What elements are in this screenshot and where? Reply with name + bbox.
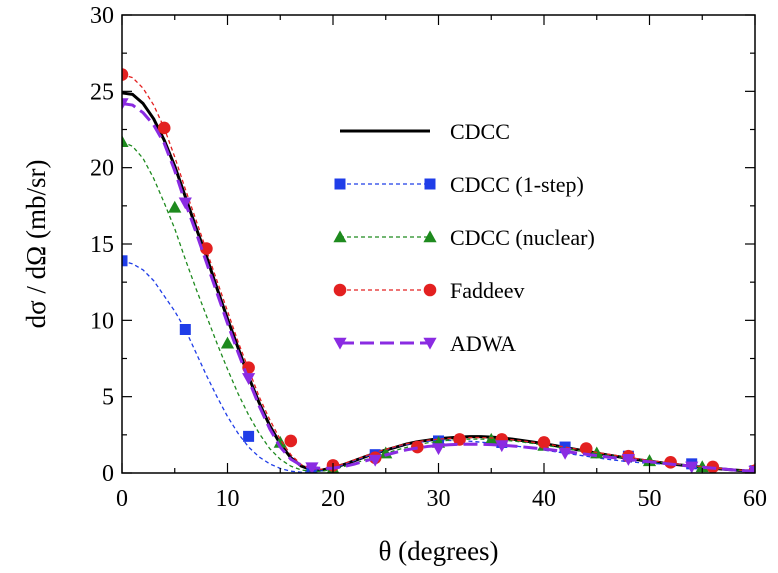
data-point-cdcc-nuclear bbox=[122, 135, 129, 147]
data-point-cdcc-nuclear bbox=[695, 460, 709, 473]
legend-item-cdcc-1-step: CDCC (1-step) bbox=[334, 172, 584, 197]
data-point-adwa bbox=[122, 98, 129, 111]
x-tick-label: 40 bbox=[532, 486, 556, 512]
y-tick-label: 10 bbox=[90, 308, 114, 334]
data-point-cdcc-nuclear bbox=[168, 200, 182, 213]
data-point-adwa bbox=[558, 447, 572, 460]
y-axis-title: dσ / dΩ (mb/sr) bbox=[21, 160, 51, 329]
series-line-cdcc-nuclear bbox=[122, 141, 755, 473]
legend-label-faddeev: Faddeev bbox=[450, 278, 525, 303]
legend-marker-cdcc-1-step bbox=[334, 178, 346, 190]
x-tick-label: 60 bbox=[743, 486, 767, 512]
legend-marker-faddeev bbox=[423, 283, 437, 297]
legend-label-cdcc-nuclear: CDCC (nuclear) bbox=[450, 225, 595, 250]
legend-label-cdcc-1-step: CDCC (1-step) bbox=[450, 172, 584, 197]
legend-item-faddeev: Faddeev bbox=[333, 278, 525, 303]
legend-label-adwa: ADWA bbox=[450, 331, 516, 356]
legend-marker-adwa bbox=[423, 337, 437, 350]
data-point-adwa bbox=[178, 197, 192, 210]
legend: CDCC CDCC (1-step) CDCC (nuclear) Faddeev AD… bbox=[333, 119, 595, 356]
plot-frame bbox=[121, 14, 756, 474]
x-tick-label: 30 bbox=[427, 486, 451, 512]
data-point-cdcc-1-step bbox=[179, 323, 191, 335]
data-point-adwa bbox=[368, 454, 382, 467]
data-point-faddeev bbox=[284, 434, 298, 448]
legend-item-adwa: ADWA bbox=[333, 331, 516, 356]
data-point-faddeev bbox=[122, 68, 129, 81]
data-point-adwa bbox=[621, 453, 635, 466]
series-line-adwa bbox=[122, 102, 755, 473]
legend-marker-cdcc-nuclear bbox=[423, 230, 437, 243]
y-tick-label: 0 bbox=[102, 461, 114, 487]
x-tick-label: 50 bbox=[638, 486, 662, 512]
data-point-faddeev bbox=[453, 433, 466, 446]
data-point-cdcc-nuclear bbox=[220, 336, 235, 349]
plot-area bbox=[122, 68, 755, 473]
y-tick-label: 30 bbox=[90, 3, 114, 29]
data-point-faddeev bbox=[157, 121, 171, 135]
series-line-faddeev bbox=[122, 73, 755, 472]
data-point-cdcc-1-step bbox=[122, 255, 128, 267]
y-tick-label: 20 bbox=[90, 156, 114, 182]
data-point-adwa bbox=[685, 461, 699, 473]
legend-marker-adwa bbox=[333, 337, 347, 350]
legend-marker-cdcc-1-step bbox=[424, 178, 436, 190]
data-point-cdcc-nuclear bbox=[273, 435, 287, 448]
series-adwa bbox=[122, 98, 755, 473]
x-tick-label: 0 bbox=[116, 486, 128, 512]
data-point-cdcc-nuclear bbox=[484, 432, 498, 445]
x-axis-title: θ (degrees) bbox=[378, 536, 498, 566]
y-tick-label: 15 bbox=[90, 232, 114, 258]
data-point-cdcc-1-step bbox=[243, 430, 255, 442]
x-tick-label: 20 bbox=[321, 486, 345, 512]
data-point-adwa bbox=[305, 462, 319, 473]
data-point-adwa bbox=[748, 465, 755, 473]
legend-item-cdcc-nuclear: CDCC (nuclear) bbox=[333, 225, 595, 250]
x-tick-label: 10 bbox=[216, 486, 240, 512]
legend-item-cdcc: CDCC bbox=[340, 119, 510, 144]
legend-marker-cdcc-nuclear bbox=[333, 230, 347, 243]
data-point-adwa bbox=[431, 443, 446, 456]
y-tick-label: 5 bbox=[102, 385, 114, 411]
data-point-faddeev bbox=[200, 242, 213, 255]
series-cdcc-nuclear bbox=[122, 135, 755, 473]
axes: 0 10 20 30 40 50 60 0 5 10 15 20 25 30 bbox=[90, 3, 767, 512]
data-point-cdcc-1-step bbox=[559, 441, 571, 453]
data-point-adwa bbox=[495, 440, 509, 453]
data-point-faddeev bbox=[537, 436, 551, 449]
data-point-adwa bbox=[242, 373, 256, 385]
legend-label-cdcc: CDCC bbox=[450, 119, 510, 144]
y-tick-label: 25 bbox=[90, 79, 114, 105]
legend-marker-faddeev bbox=[333, 283, 347, 297]
data-point-faddeev bbox=[579, 442, 593, 455]
